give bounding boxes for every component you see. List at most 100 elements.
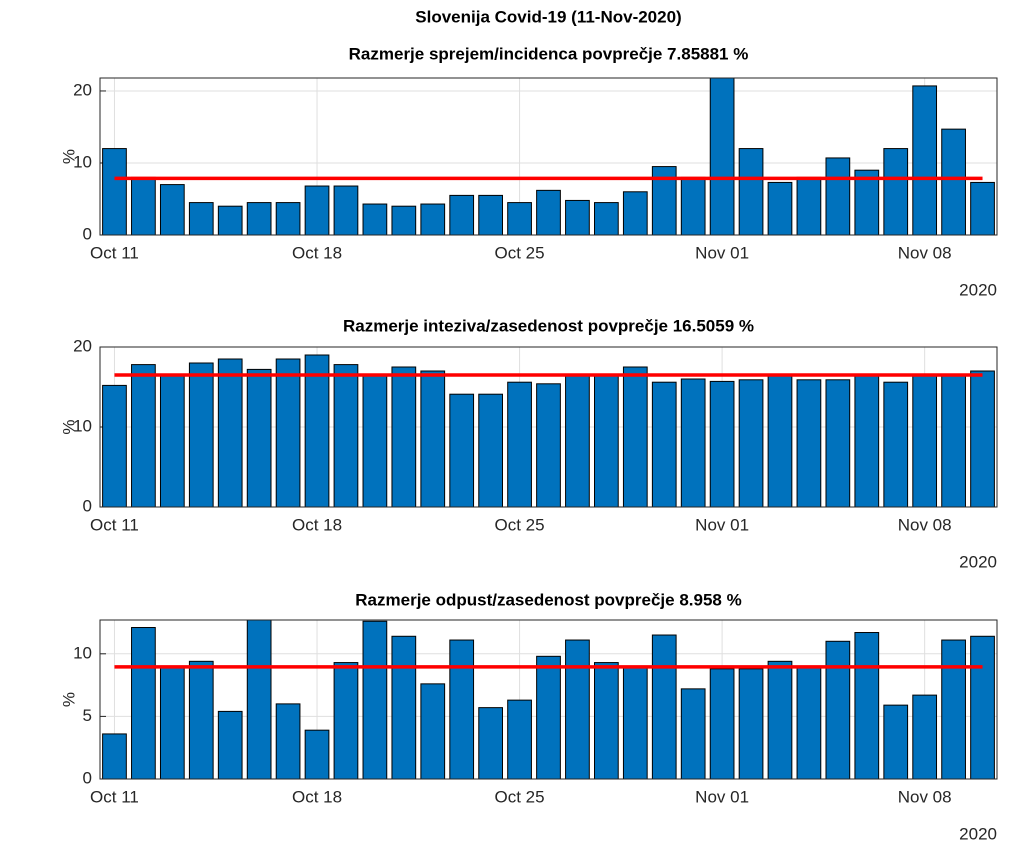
bar: [159, 184, 185, 236]
bar: [767, 181, 793, 236]
y-axis-label: %: [59, 419, 78, 434]
x-tick-label: Oct 25: [495, 243, 545, 262]
bar: [507, 381, 532, 508]
y-tick-label: 0: [83, 496, 92, 515]
x-tick-label: Oct 25: [495, 787, 545, 806]
bar: [159, 374, 185, 508]
y-tick-label: 0: [83, 224, 92, 243]
bar: [970, 181, 995, 236]
bar: [507, 202, 532, 236]
bar: [102, 148, 127, 236]
bar: [217, 205, 243, 236]
bar: [102, 384, 127, 508]
bar: [680, 176, 706, 236]
x-tick-label: Oct 25: [495, 515, 545, 534]
bar: [362, 203, 388, 236]
bar: [941, 128, 966, 236]
bar: [188, 202, 214, 236]
bar: [304, 185, 330, 236]
bar: [362, 374, 388, 508]
bar: [796, 665, 822, 780]
bar: [275, 358, 301, 508]
bar: [767, 374, 793, 508]
bar: [767, 660, 793, 780]
bar: [883, 381, 909, 508]
bar: [275, 202, 301, 236]
y-tick-label: 20: [73, 80, 92, 99]
bar: [304, 729, 330, 780]
x-tick-label: Nov 08: [898, 243, 952, 262]
bar: [854, 632, 880, 780]
axes-box: [99, 346, 998, 508]
bar: [333, 364, 359, 508]
y-tick-label: 10: [73, 416, 92, 435]
y-axis-label: %: [59, 149, 78, 164]
bar: [217, 710, 243, 780]
bar: [246, 368, 272, 508]
bar: [333, 185, 359, 236]
x-tick-label: Oct 18: [292, 787, 342, 806]
y-tick-label: 0: [83, 768, 92, 787]
y-tick-label: 5: [83, 706, 92, 725]
bar: [304, 354, 330, 508]
chart-title: Razmerje inteziva/zasedenost povprečje 1…: [343, 316, 754, 335]
bar: [536, 383, 561, 508]
bar: [651, 634, 677, 780]
x-year-label: 2020: [959, 552, 997, 571]
chart-title: Razmerje odpust/zasedenost povprečje 8.9…: [355, 590, 741, 609]
bar: [825, 640, 851, 780]
bar: [102, 733, 127, 780]
y-axis-label: %: [59, 692, 78, 707]
axes-box: [99, 619, 998, 780]
bar: [912, 374, 938, 508]
bar: [680, 688, 706, 780]
axes-box: [99, 77, 998, 236]
bar: [188, 362, 214, 508]
y-tick-label: 20: [73, 336, 92, 355]
bar: [420, 203, 446, 236]
bar: [709, 77, 735, 236]
bar: [131, 364, 156, 508]
bar: [854, 374, 880, 508]
bar: [478, 707, 503, 780]
bar: [131, 176, 156, 236]
bar: [912, 85, 938, 236]
bar: [594, 662, 619, 780]
bar: [188, 660, 214, 780]
bar: [536, 189, 561, 236]
bar: [275, 703, 301, 780]
bar: [391, 205, 417, 236]
bar: [709, 380, 735, 508]
bar: [449, 393, 475, 508]
bar: [738, 668, 764, 780]
x-tick-label: Oct 18: [292, 243, 342, 262]
bar: [420, 370, 446, 508]
bar: [709, 668, 735, 780]
bar: [391, 635, 417, 780]
bar: [449, 194, 475, 236]
bar: [391, 366, 417, 508]
bar: [478, 393, 503, 508]
bar: [565, 199, 590, 236]
x-tick-label: Nov 01: [695, 787, 749, 806]
bar: [449, 639, 475, 780]
bar: [594, 202, 619, 236]
bar: [565, 374, 590, 508]
x-tick-label: Nov 01: [695, 243, 749, 262]
y-tick-label: 10: [73, 643, 92, 662]
bar: [159, 665, 185, 780]
bar: [333, 662, 359, 780]
bar: [825, 157, 851, 236]
bar: [622, 191, 648, 236]
bar: [246, 619, 272, 780]
bar: [970, 635, 995, 780]
bar: [883, 148, 909, 236]
bar: [362, 620, 388, 780]
x-tick-label: Oct 11: [90, 515, 139, 534]
bar: [941, 374, 966, 508]
x-tick-label: Oct 18: [292, 515, 342, 534]
bar: [536, 655, 561, 780]
bar: [565, 639, 590, 780]
bar: [622, 366, 648, 508]
bar: [680, 378, 706, 508]
